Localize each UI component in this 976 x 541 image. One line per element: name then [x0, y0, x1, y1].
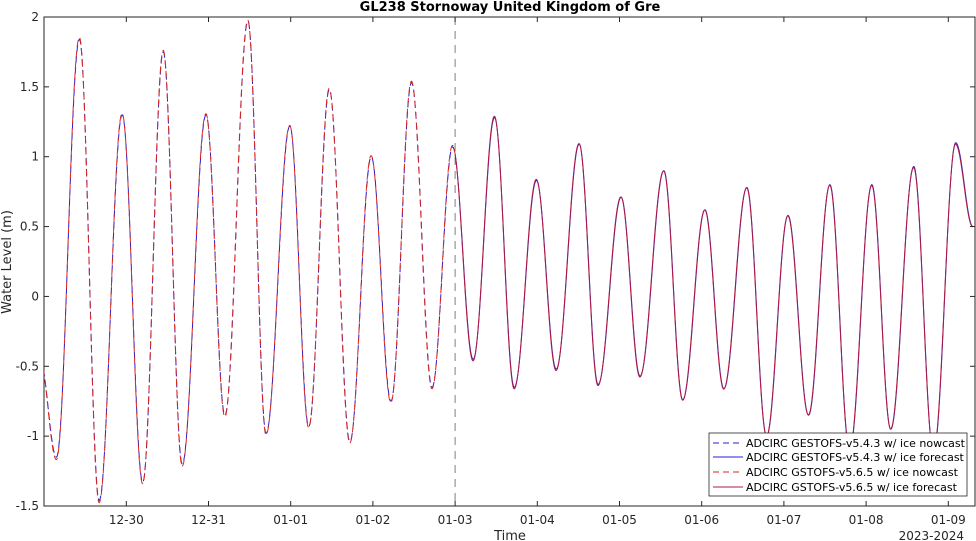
- legend: ADCIRC GESTOFS-v5.4.3 w/ ice nowcast ADC…: [708, 432, 968, 497]
- y-axis-label: Water Level (m): [0, 210, 15, 314]
- legend-label: ADCIRC GSTOFS-v5.6.5 w/ ice forecast: [746, 481, 958, 494]
- series-line-3: [454, 115, 974, 453]
- x-tick-label: 01-06: [684, 513, 719, 527]
- series-lines: [44, 19, 974, 504]
- y-axis-ticks: 2 1.5 1 0.5 0 -0.5 -1 -1.5: [16, 10, 975, 513]
- legend-label: ADCIRC GESTOFS-v5.4.3 w/ ice nowcast: [746, 437, 966, 450]
- x-tick-label: 01-09: [931, 513, 966, 527]
- x-tick-label: 01-02: [355, 513, 390, 527]
- x-axis-label: Time: [493, 529, 526, 541]
- legend-box: [708, 432, 968, 497]
- legend-entry: ADCIRC GESTOFS-v5.4.3 w/ ice nowcast: [713, 437, 966, 450]
- y-tick-label: 1.5: [20, 80, 39, 94]
- y-tick-label: 2: [31, 10, 39, 24]
- y-tick-label: -1.5: [16, 499, 39, 513]
- x-tick-label: 01-04: [520, 513, 555, 527]
- x-axis-ticks: 12-30 12-31 01-01 01-02 01-03 01-04 01-05 01-06…: [109, 17, 966, 527]
- legend-label: ADCIRC GSTOFS-v5.6.5 w/ ice nowcast: [746, 466, 959, 479]
- legend-entry: ADCIRC GESTOFS-v5.4.3 w/ ice forecast: [713, 451, 965, 464]
- axes-box: [43, 16, 976, 507]
- x-tick-label: 01-08: [849, 513, 884, 527]
- x-tick-label: 12-30: [109, 513, 144, 527]
- x-axis-year-label: 2023-2024: [899, 529, 964, 541]
- legend-entry: ADCIRC GSTOFS-v5.6.5 w/ ice nowcast: [713, 466, 959, 479]
- plot-area: [43, 16, 976, 507]
- y-tick-label: 0.5: [20, 220, 39, 234]
- y-tick-label: -0.5: [16, 359, 39, 373]
- y-tick-label: -1: [27, 429, 39, 443]
- y-tick-label: 1: [31, 150, 39, 164]
- x-tick-label: 01-03: [438, 513, 473, 527]
- chart-title: GL238 Stornoway United Kingdom of Gre: [360, 0, 661, 15]
- y-tick-label: 0: [31, 289, 39, 303]
- x-tick-label: 01-05: [602, 513, 637, 527]
- legend-entry: ADCIRC GSTOFS-v5.6.5 w/ ice forecast: [713, 481, 958, 494]
- x-tick-label: 01-07: [766, 513, 801, 527]
- x-tick-label: 01-01: [273, 513, 308, 527]
- series-line-2: [44, 19, 456, 504]
- x-tick-label: 12-31: [191, 513, 226, 527]
- legend-label: ADCIRC GESTOFS-v5.4.3 w/ ice forecast: [746, 451, 965, 464]
